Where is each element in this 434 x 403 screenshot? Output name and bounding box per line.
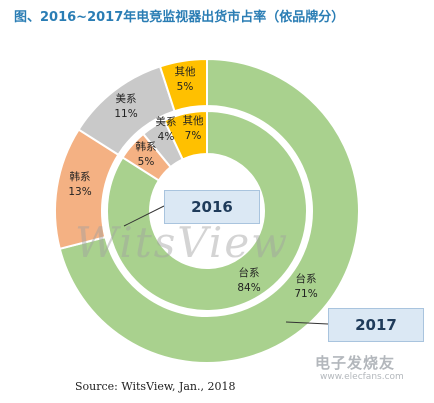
year-label-2016: 2016	[164, 190, 260, 224]
chart-title: 图、2016~2017年电竞监视器出货市占率（依品牌分）	[14, 10, 345, 25]
source-note: Source: WitsView, Jan., 2018	[75, 380, 236, 393]
leader-line-2016	[123, 205, 165, 227]
slice-label-2016-1: 韩系 5%	[136, 140, 157, 168]
slice-2017-0	[58, 57, 360, 364]
slice-label-2017-3: 其他 5%	[175, 65, 196, 93]
slice-label-2017-1: 韩系 13%	[68, 170, 91, 198]
slice-label-2016-0: 台系 84%	[237, 266, 260, 294]
leader-line-2017	[285, 321, 329, 325]
watermark-logo: 电子发烧友	[315, 354, 396, 372]
slice-2017-3	[158, 57, 208, 113]
year-label-2017: 2017	[328, 308, 424, 342]
watermark-text: WitsView	[75, 218, 290, 267]
slice-label-2017-2: 美系 11%	[114, 92, 137, 120]
slice-label-2016-3: 其他 7%	[183, 114, 204, 142]
slice-label-2017-0: 台系 71%	[294, 272, 317, 300]
slice-label-2016-2: 美系 4%	[156, 115, 177, 143]
slice-2016-3	[163, 109, 208, 161]
watermark-logo-url: www.elecfans.com	[320, 372, 404, 382]
slice-2016-0	[106, 109, 308, 312]
